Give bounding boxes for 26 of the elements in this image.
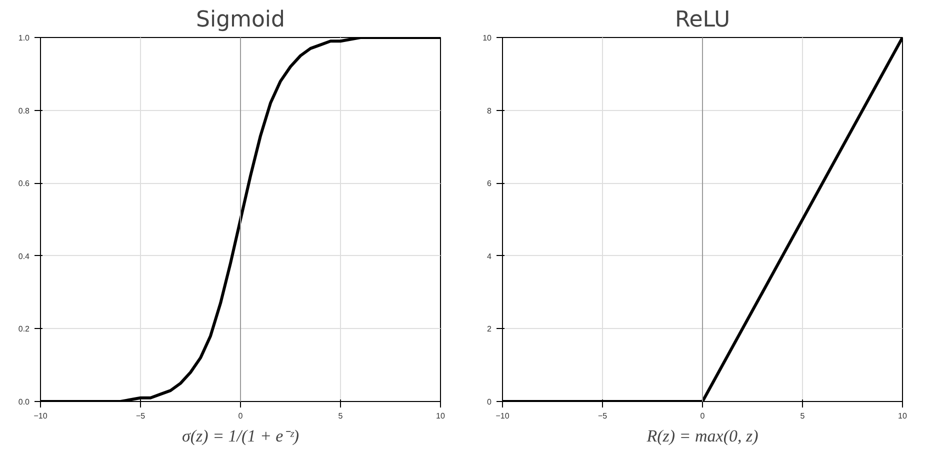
x-tick-label: 5 bbox=[338, 412, 344, 420]
y-tick-label: 0.6 bbox=[18, 179, 30, 188]
x-axis-title: R(z) = max(0, z) bbox=[646, 426, 759, 446]
y-tick-label: 0.8 bbox=[18, 106, 30, 116]
y-tick-label: 0 bbox=[487, 398, 492, 406]
x-tick-label: 0 bbox=[238, 412, 244, 420]
y-tick-label: 8 bbox=[487, 106, 492, 116]
x-axis-title: σ(z) = 1/(1 + e⁻ᶻ) bbox=[182, 426, 300, 446]
x-tick-label: 10 bbox=[898, 412, 908, 420]
x-tick-label: −5 bbox=[136, 412, 146, 420]
x-tick-label: −10 bbox=[496, 412, 510, 420]
x-tick-label: −10 bbox=[34, 412, 48, 420]
y-tick-label: 1.0 bbox=[18, 34, 30, 42]
chart-title: Sigmoid bbox=[196, 8, 286, 32]
y-tick-label: 2 bbox=[487, 324, 492, 334]
y-tick-label: 10 bbox=[482, 34, 492, 42]
x-tick-label: −5 bbox=[598, 412, 608, 420]
y-tick-label: 0.0 bbox=[18, 398, 30, 406]
y-tick-label: 6 bbox=[487, 179, 492, 188]
y-tick-label: 4 bbox=[487, 252, 492, 261]
chart-title: ReLU bbox=[674, 8, 730, 32]
x-tick-label: 0 bbox=[700, 412, 706, 420]
x-tick-label: 5 bbox=[800, 412, 806, 420]
x-tick-label: 10 bbox=[436, 412, 446, 420]
y-tick-label: 0.2 bbox=[18, 324, 30, 334]
y-tick-label: 0.4 bbox=[18, 252, 30, 261]
